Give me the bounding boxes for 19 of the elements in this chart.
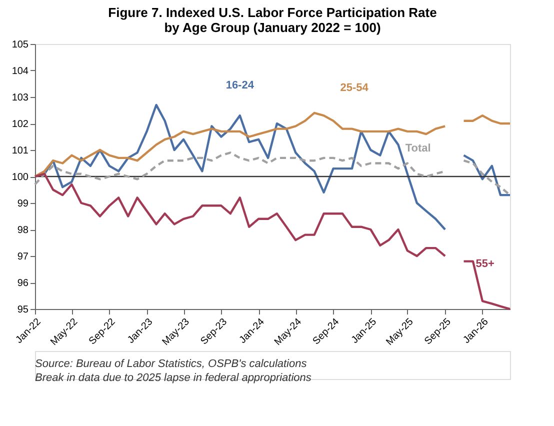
y-tick-label: 98 (17, 225, 29, 236)
y-tick-label: 103 (12, 92, 29, 104)
text: by Age Group (January 2022 = 100) (164, 20, 381, 35)
y-tick-label: 97 (17, 252, 29, 262)
y-tick-label: 105 (12, 40, 29, 50)
text: 25-54 (340, 82, 370, 94)
y-tick-label: 102 (12, 119, 29, 130)
y-tick-label: 95 (17, 304, 29, 316)
source-note: Source: Bureau of Labor Statistics, OSPB's calculations (35, 358, 308, 370)
y-tick-label: 101 (12, 146, 29, 156)
text: Break in data due to 2025 lapse in federal appropriations (35, 372, 312, 384)
series-label: 55+ (476, 258, 494, 270)
y-tick-label: 104 (12, 66, 29, 77)
series-label: Total (405, 142, 431, 154)
text: 16-24 (226, 80, 255, 92)
y-tick-label: 96 (17, 278, 29, 289)
y-tick-label: 99 (17, 198, 29, 210)
y-tick-label: 100 (12, 172, 29, 183)
text: Figure 7. Indexed U.S. Labor Force Participation Rate (108, 5, 437, 20)
